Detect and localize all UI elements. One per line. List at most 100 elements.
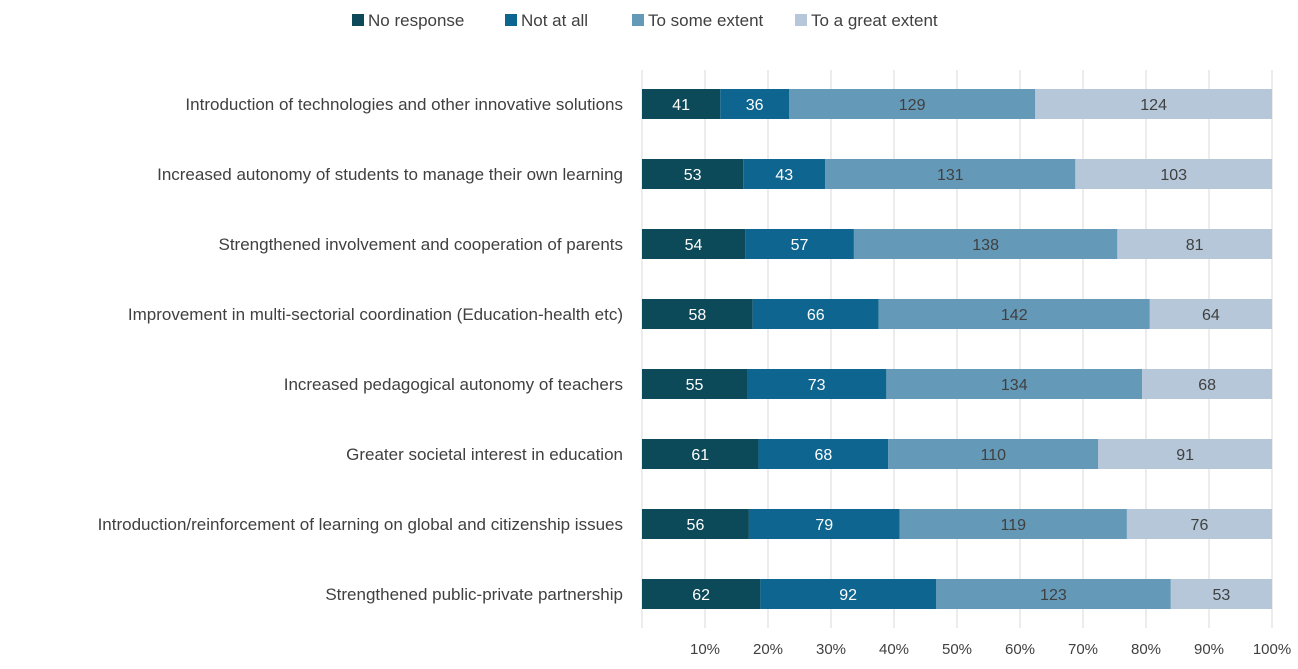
data-label: 68 <box>1198 377 1216 394</box>
bar-segment <box>642 159 744 189</box>
bar-segment <box>747 369 887 399</box>
bar-segment <box>642 439 759 469</box>
bar-segment <box>758 439 889 469</box>
bar-row: 58 66 142 64 <box>642 299 1272 329</box>
data-label: 142 <box>1001 307 1028 324</box>
data-label: 91 <box>1176 447 1194 464</box>
data-label: 131 <box>937 167 964 184</box>
category-label: Introduction of technologies and other i… <box>185 95 623 114</box>
bar-segment <box>899 509 1127 539</box>
data-label: 58 <box>688 307 706 324</box>
legend: No response Not at all To some extent To a … <box>352 11 938 30</box>
legend-label: Not at all <box>521 11 588 30</box>
data-label: 134 <box>1001 377 1028 394</box>
category-label: Increased autonomy of students to manage… <box>157 165 623 184</box>
x-tick-label: 70% <box>1068 641 1098 658</box>
data-label: 129 <box>899 97 926 114</box>
data-label: 66 <box>807 307 825 324</box>
x-tick-label: 10% <box>690 641 720 658</box>
bar-row: 41 36 129 124 <box>642 89 1272 119</box>
category-label: Introduction/reinforcement of learning o… <box>98 515 623 534</box>
x-tick-label: 80% <box>1131 641 1161 658</box>
legend-item: To a great extent <box>795 11 938 30</box>
data-label: 54 <box>685 237 703 254</box>
legend-label: To some extent <box>648 11 764 30</box>
legend-label: To a great extent <box>811 11 938 30</box>
bar-row: 56 79 119 76 <box>642 509 1272 539</box>
data-label: 53 <box>1213 587 1231 604</box>
bar-segment <box>789 89 1036 119</box>
data-label: 56 <box>687 517 705 534</box>
bar-segment <box>888 439 1099 469</box>
x-axis-ticks: 10% 20% 30% 40% 50% 60% 70% 80% 90% 100% <box>690 641 1291 658</box>
category-labels: Introduction of technologies and other i… <box>98 95 623 604</box>
legend-swatch <box>352 14 364 26</box>
category-label: Improvement in multi-sectorial coordinat… <box>128 305 623 324</box>
data-label: 43 <box>775 167 793 184</box>
category-label: Strengthened public-private partnership <box>325 585 623 604</box>
bar-segment <box>642 509 749 539</box>
x-tick-label: 40% <box>879 641 909 658</box>
legend-label: No response <box>368 11 464 30</box>
x-tick-label: 100% <box>1253 641 1291 658</box>
bar-segment <box>886 369 1143 399</box>
x-tick-label: 50% <box>942 641 972 658</box>
bar-segment <box>1142 369 1272 399</box>
data-label: 92 <box>839 587 857 604</box>
x-tick-label: 30% <box>816 641 846 658</box>
data-label: 103 <box>1160 167 1187 184</box>
legend-item: No response <box>352 11 464 30</box>
bar-segment <box>642 89 721 119</box>
bar-segment <box>752 299 879 329</box>
data-label: 55 <box>686 377 704 394</box>
gridlines <box>641 70 1273 628</box>
bar-segment <box>642 299 753 329</box>
data-label: 36 <box>746 97 764 114</box>
bar-row: 55 73 134 68 <box>642 369 1272 399</box>
bar-segment <box>1170 579 1272 609</box>
bar-segment <box>745 229 854 259</box>
data-label: 57 <box>791 237 809 254</box>
category-label: Greater societal interest in education <box>346 445 623 464</box>
bar-segment <box>748 509 900 539</box>
bar-segment <box>1035 89 1272 119</box>
bars: 41 36 129 124 53 43 131 103 54 57 138 81 58 66 142 64 55… <box>642 89 1272 609</box>
data-label: 62 <box>692 587 710 604</box>
data-label: 138 <box>972 237 999 254</box>
legend-swatch <box>505 14 517 26</box>
data-label: 61 <box>691 447 709 464</box>
data-label: 73 <box>808 377 826 394</box>
data-label: 79 <box>815 517 833 534</box>
category-label: Increased pedagogical autonomy of teache… <box>284 375 623 394</box>
bar-segment <box>720 89 789 119</box>
bar-segment <box>642 579 761 609</box>
bar-segment <box>853 229 1118 259</box>
bar-row: 54 57 138 81 <box>642 229 1272 259</box>
data-label: 64 <box>1202 307 1220 324</box>
bar-segment <box>936 579 1171 609</box>
data-label: 76 <box>1191 517 1209 534</box>
bar-row: 61 68 110 91 <box>642 439 1272 469</box>
bar-segment <box>743 159 826 189</box>
bar-segment <box>1098 439 1272 469</box>
x-tick-label: 90% <box>1194 641 1224 658</box>
data-label: 110 <box>981 447 1007 464</box>
bar-segment <box>1149 299 1272 329</box>
legend-item: To some extent <box>632 11 764 30</box>
bar-segment <box>642 369 747 399</box>
data-label: 124 <box>1140 97 1167 114</box>
x-tick-label: 20% <box>753 641 783 658</box>
data-label: 123 <box>1040 587 1067 604</box>
bar-segment <box>1117 229 1272 259</box>
x-tick-label: 60% <box>1005 641 1035 658</box>
bar-segment <box>760 579 936 609</box>
bar-segment <box>1075 159 1272 189</box>
data-label: 68 <box>814 447 832 464</box>
bar-segment <box>1126 509 1272 539</box>
bar-segment <box>825 159 1076 189</box>
data-label: 41 <box>672 97 690 114</box>
bar-segment <box>878 299 1150 329</box>
data-label: 81 <box>1186 237 1204 254</box>
